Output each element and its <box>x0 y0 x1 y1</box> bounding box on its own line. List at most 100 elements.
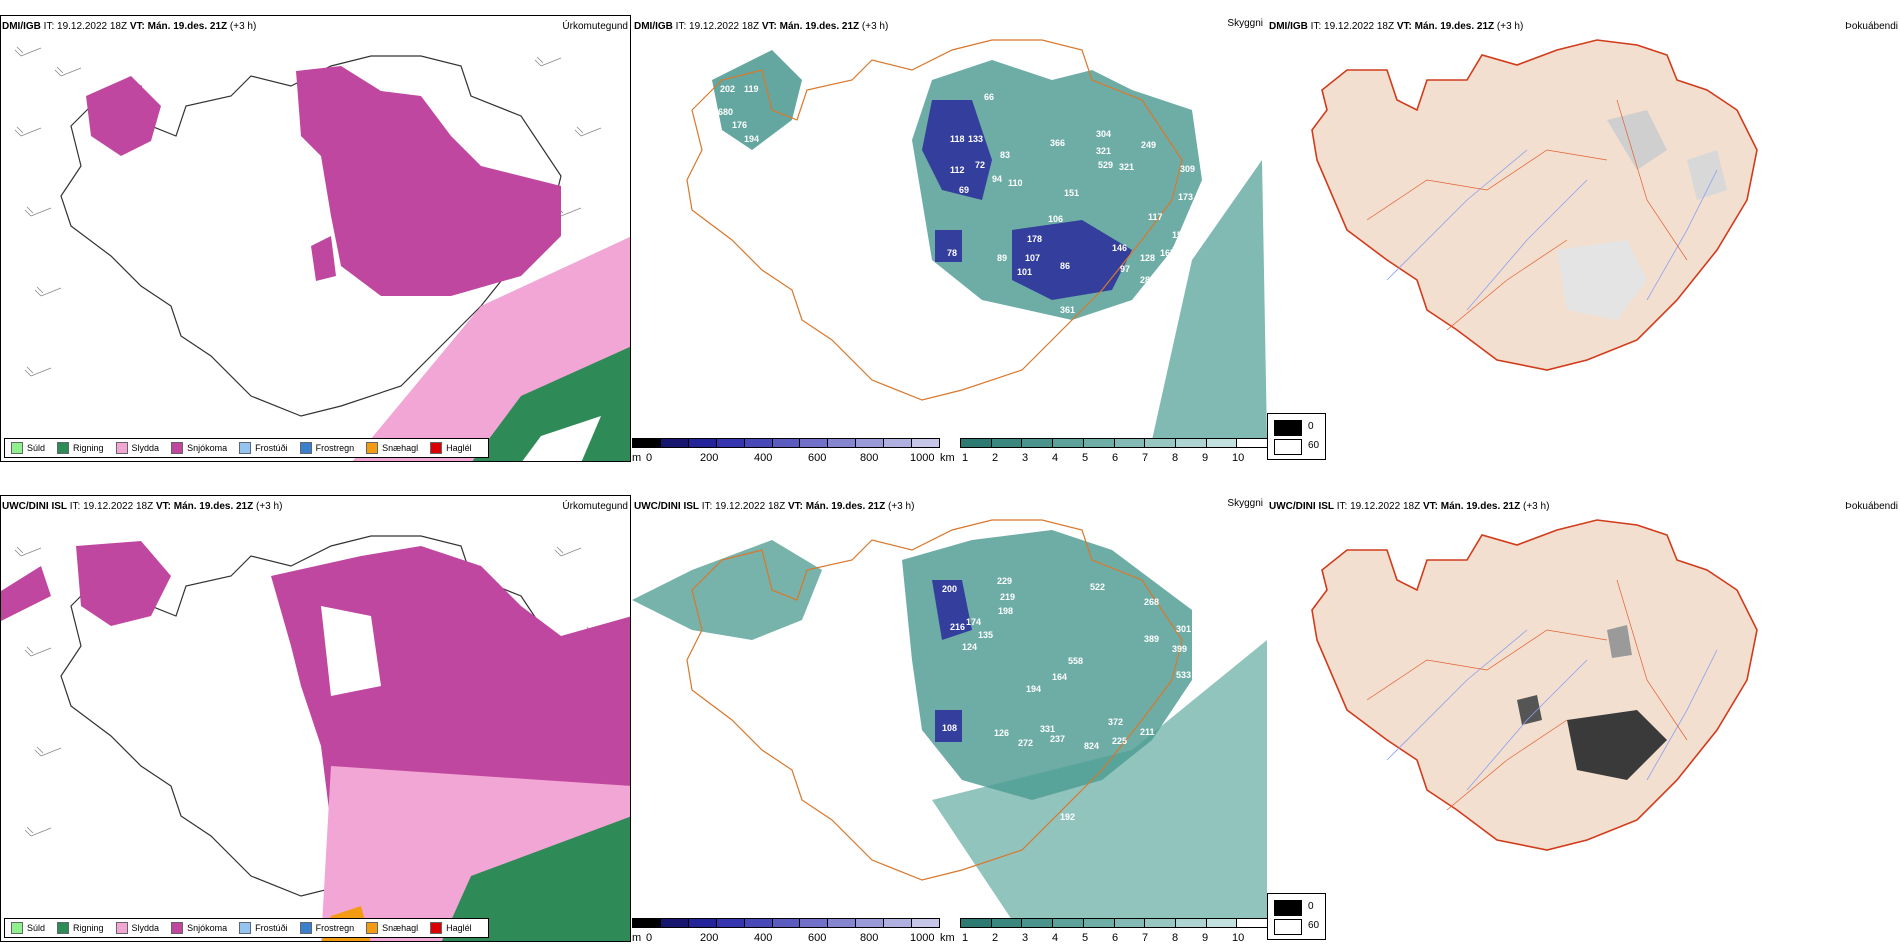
legend-swatch <box>11 442 23 454</box>
svg-text:112: 112 <box>950 165 965 175</box>
precip-legend: Súld Rigning Slydda Snjókoma Frostúði Fr… <box>4 438 489 458</box>
map-frame <box>0 495 631 942</box>
precip-type-panel-top: DMI/IGB IT: 19.12.2022 18Z VT: Mán. 19.d… <box>0 0 632 475</box>
svg-text:69: 69 <box>959 185 969 195</box>
svg-text:361: 361 <box>1060 305 1075 315</box>
precip-map <box>1 16 630 461</box>
svg-text:108: 108 <box>942 723 957 733</box>
svg-text:301: 301 <box>1176 624 1191 634</box>
legend-swatch <box>366 442 379 454</box>
panel-title: Úrkomutegund <box>562 501 628 512</box>
svg-text:202: 202 <box>720 84 735 94</box>
svg-text:164: 164 <box>1052 672 1067 682</box>
legend-swatch <box>299 922 312 934</box>
legend-swatch <box>171 922 184 934</box>
svg-text:194: 194 <box>1026 684 1041 694</box>
height-colorbar: m 0 200 400 600 800 1000 km 1 2 3 4 5 6 … <box>632 438 1268 468</box>
svg-text:146: 146 <box>1112 243 1127 253</box>
svg-text:72: 72 <box>975 160 985 170</box>
svg-text:119: 119 <box>744 84 759 94</box>
svg-text:101: 101 <box>1017 267 1032 277</box>
svg-text:900: 900 <box>790 190 805 200</box>
svg-text:194: 194 <box>744 134 759 144</box>
svg-text:192: 192 <box>1060 812 1075 822</box>
svg-text:525: 525 <box>887 135 902 145</box>
legend-swatch <box>299 442 312 454</box>
legend-swatch <box>1274 900 1302 916</box>
height-bar <box>632 438 940 448</box>
cloud-values: 202 119 680 176 194 290 900 525 99 78 11… <box>718 84 1195 345</box>
svg-text:200: 200 <box>942 584 957 594</box>
svg-text:178: 178 <box>1027 234 1042 244</box>
svg-text:86: 86 <box>1060 261 1070 271</box>
svg-text:219: 219 <box>1000 592 1015 602</box>
fog-legend-bottom: 0 60 <box>1267 893 1326 940</box>
svg-text:389: 389 <box>1144 634 1159 644</box>
precip-legend: Súld Rigning Slydda Snjókoma Frostúði Fr… <box>4 918 489 938</box>
svg-text:309: 309 <box>1180 164 1195 174</box>
svg-text:107: 107 <box>1025 253 1040 263</box>
svg-text:133: 133 <box>968 134 983 144</box>
panel-header: DMI/IGB IT: 19.12.2022 18Z VT: Mán. 19.d… <box>634 21 889 32</box>
svg-text:216: 216 <box>950 622 965 632</box>
svg-text:151: 151 <box>1064 188 1079 198</box>
svg-text:97: 97 <box>1120 264 1130 274</box>
svg-text:106: 106 <box>1048 214 1063 224</box>
precip-type-panel-bottom: UWC/DINI ISL IT: 19.12.2022 18Z VT: Mán.… <box>0 480 632 950</box>
svg-text:225: 225 <box>1112 736 1127 746</box>
svg-text:289: 289 <box>1140 275 1155 285</box>
legend-swatch <box>115 922 128 934</box>
map-frame <box>0 15 631 462</box>
legend-swatch <box>430 922 443 934</box>
svg-text:174: 174 <box>966 617 981 627</box>
panel-header: DMI/IGB IT: 19.12.2022 18Z VT: Mán. 19.d… <box>1269 21 1524 32</box>
svg-text:128: 128 <box>1140 253 1155 263</box>
svg-text:117: 117 <box>1148 212 1163 222</box>
svg-text:249: 249 <box>1141 140 1156 150</box>
panel-header: UWC/DINI ISL IT: 19.12.2022 18Z VT: Mán.… <box>1269 501 1550 512</box>
svg-text:173: 173 <box>1178 192 1193 202</box>
panel-title: Þokuábendi <box>1845 501 1898 512</box>
svg-text:66: 66 <box>984 92 994 102</box>
visibility-bar <box>960 918 1268 928</box>
legend-swatch <box>1274 420 1302 436</box>
svg-text:399: 399 <box>1172 644 1187 654</box>
cloud-values: 200 229 219 198 174 216 135 124 522 268 … <box>942 576 1191 822</box>
svg-text:824: 824 <box>1084 741 1099 751</box>
svg-text:94: 94 <box>992 174 1002 184</box>
height-colorbar: m 0 200 400 600 800 1000 km 1 2 3 4 5 6 … <box>632 918 1268 948</box>
svg-text:321: 321 <box>1096 146 1111 156</box>
svg-text:529: 529 <box>1098 160 1113 170</box>
svg-text:680: 680 <box>718 107 733 117</box>
svg-text:533: 533 <box>1176 670 1191 680</box>
svg-text:304: 304 <box>1096 129 1111 139</box>
legend-swatch <box>430 442 443 454</box>
panel-header: UWC/DINI ISL IT: 19.12.2022 18Z VT: Mán.… <box>2 501 283 512</box>
svg-text:126: 126 <box>994 728 1009 738</box>
fog-legend-top: 0 60 <box>1267 413 1326 460</box>
cloud-map <box>686 39 1267 440</box>
svg-text:229: 229 <box>997 576 1012 586</box>
svg-text:135: 135 <box>978 630 993 640</box>
legend-swatch <box>1274 439 1302 455</box>
fog-map <box>1311 39 1758 371</box>
svg-text:124: 124 <box>962 642 977 652</box>
legend-swatch <box>115 442 128 454</box>
panel-title: Skyggni <box>1227 18 1263 29</box>
svg-text:211: 211 <box>1140 727 1155 737</box>
svg-text:321: 321 <box>1119 162 1134 172</box>
legend-swatch <box>239 922 252 934</box>
panel-header: DMI/IGB IT: 19.12.2022 18Z VT: Mán. 19.d… <box>2 21 257 32</box>
svg-text:252: 252 <box>1172 245 1187 255</box>
cloud-map <box>632 519 1267 920</box>
svg-text:522: 522 <box>1090 582 1105 592</box>
svg-text:237: 237 <box>1050 734 1065 744</box>
svg-text:558: 558 <box>1068 656 1083 666</box>
svg-text:290: 290 <box>822 123 837 133</box>
fog-map <box>1311 519 1758 851</box>
panel-title: Þokuábendi <box>1845 21 1898 32</box>
svg-text:372: 372 <box>1108 717 1123 727</box>
fog-panel-top: DMI/IGB IT: 19.12.2022 18Z VT: Mán. 19.d… <box>1267 0 1900 475</box>
legend-swatch <box>239 442 252 454</box>
svg-text:268: 268 <box>1144 597 1159 607</box>
